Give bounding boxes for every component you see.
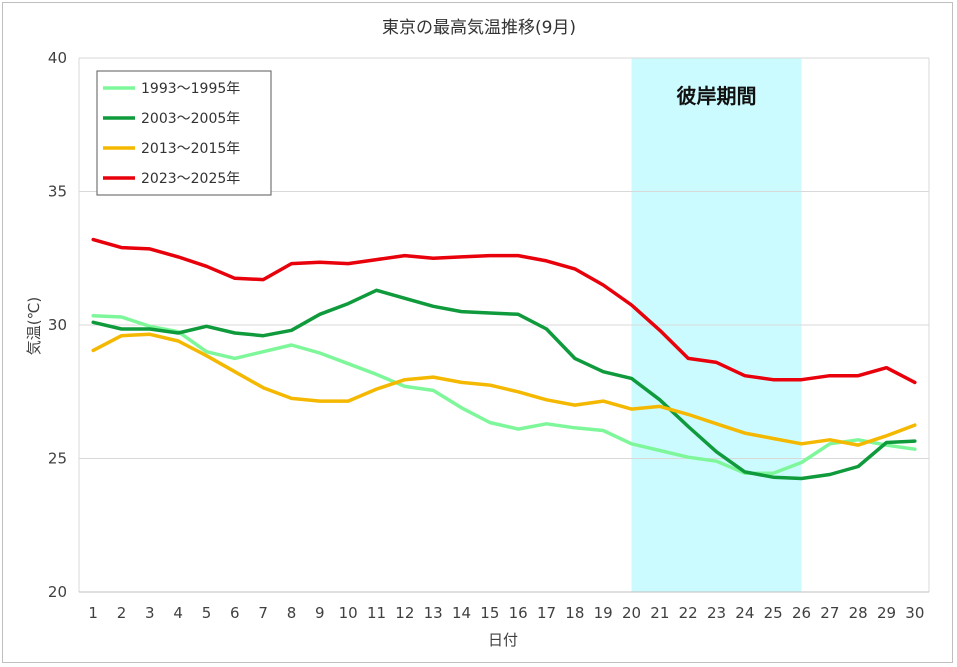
series-line-3	[91, 237, 917, 385]
y-tick-label: 25	[48, 450, 67, 468]
x-tick-label: 4	[173, 604, 183, 622]
legend-label-3: 2023～2025年	[141, 171, 240, 187]
x-tick-label: 18	[565, 604, 584, 622]
y-tick-label: 35	[48, 183, 67, 201]
x-tick-label: 15	[480, 604, 499, 622]
series-line-1	[91, 288, 917, 481]
x-tick-label: 19	[594, 604, 613, 622]
x-tick-label: 5	[202, 604, 212, 622]
x-tick-label: 29	[877, 604, 896, 622]
x-axis-title: 日付	[488, 631, 518, 649]
x-tick-label: 21	[650, 604, 669, 622]
x-tick-label: 27	[820, 604, 839, 622]
x-tick-label: 7	[258, 604, 268, 622]
legend-label-0: 1993～1995年	[141, 81, 240, 97]
y-tick-label: 40	[48, 49, 67, 67]
legend-label-2: 2013～2015年	[141, 141, 240, 157]
x-tick-label: 25	[764, 604, 783, 622]
x-tick-label: 22	[679, 604, 698, 622]
x-tick-label: 14	[452, 604, 471, 622]
series-line-0	[91, 313, 917, 475]
y-tick-label: 20	[48, 583, 67, 601]
x-tick-label: 11	[367, 604, 386, 622]
x-tick-label: 6	[230, 604, 240, 622]
y-axis-title: 気温(℃)	[25, 297, 43, 356]
x-tick-label: 28	[849, 604, 868, 622]
chart-title: 東京の最高気温推移(9月)	[382, 18, 576, 38]
y-tick-label: 30	[48, 316, 67, 334]
x-tick-label: 20	[622, 604, 641, 622]
x-tick-label: 16	[509, 604, 528, 622]
x-tick-label: 9	[315, 604, 325, 622]
series-line-2	[91, 332, 917, 447]
x-tick-label: 13	[424, 604, 443, 622]
x-tick-label: 23	[707, 604, 726, 622]
x-tick-label: 3	[145, 604, 155, 622]
x-tick-label: 12	[395, 604, 414, 622]
x-tick-label: 17	[537, 604, 556, 622]
x-tick-label: 30	[905, 604, 924, 622]
x-tick-label: 2	[117, 604, 127, 622]
legend-label-1: 2003～2005年	[141, 111, 240, 127]
x-tick-label: 26	[792, 604, 811, 622]
legend-box	[96, 70, 272, 196]
x-tick-label: 10	[339, 604, 358, 622]
x-tick-label: 1	[88, 604, 98, 622]
x-tick-label: 24	[735, 604, 754, 622]
x-tick-label: 8	[287, 604, 297, 622]
highlight-label: 彼岸期間	[677, 84, 757, 108]
